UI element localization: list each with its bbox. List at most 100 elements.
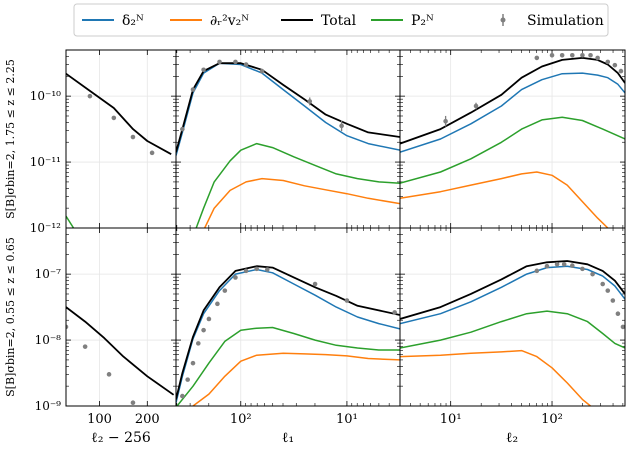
sim-point [610,298,616,303]
legend-frame [73,3,609,37]
panel-frame [399,227,626,407]
sim-point [215,301,220,307]
legend-label-deriv: ∂ᵣ²v₂ᴺ [210,13,249,29]
sim-point [544,263,550,269]
sim-point [190,87,196,92]
sim-point [180,126,185,132]
y-tick-label: 10⁻⁹ [35,399,62,413]
sim-point [206,316,212,322]
panel-r0c0: 10⁻¹² 10⁻¹¹ 10⁻¹⁰ [30,49,177,235]
y-tick-label: 10⁻⁷ [35,267,62,281]
sim-point [339,123,344,129]
series-r1c0 [66,306,175,412]
x-axis-label-2: ℓ₂ [506,430,518,446]
line-total [66,306,175,396]
panel-frame [175,49,401,229]
line-total [176,265,400,400]
line-delta [176,62,400,156]
y-tick-label: 10⁻¹¹ [30,155,61,169]
line-deriv [204,177,400,228]
sim-point [554,261,560,267]
panel-frame [399,49,626,229]
x-tick-label: 100 [87,412,112,427]
sim-point [605,288,611,293]
sim-point [217,59,222,65]
sim-point [344,298,350,303]
panel-frame [65,49,177,229]
sim-point [549,52,555,58]
sim-point [615,311,621,317]
sim-point [392,310,397,315]
sim-point [130,134,136,140]
sim-point [201,67,206,73]
sim-point [185,377,190,382]
x-tick-label: 10² [541,412,563,427]
y-tick-label: 10⁻⁸ [35,333,62,347]
x-tick-label: 10¹ [440,412,462,427]
sim-point [233,59,238,65]
panel-r1c2: 10¹ 10² [399,227,626,427]
panel-r1c0: 100 200 10⁻⁹ 10⁻⁸ 10⁻⁷ [35,227,177,427]
sim-point [443,118,448,124]
legend: δ₂ᴺ ∂ᵣ²v₂ᴺ Total P₂ᴺ Simulation [73,3,609,37]
legend-label-sim: Simulation [527,13,604,29]
sim-point [180,393,185,399]
x-tick-label: 200 [135,412,160,427]
x-axis-label-0: ℓ₂ − 256 [91,430,151,446]
legend-label-delta: δ₂ᴺ [122,13,144,29]
sim-point [307,99,313,104]
sim-point [264,267,270,272]
line-total [400,57,625,145]
x-tick-label: 10² [230,412,252,427]
sim-point [66,324,69,330]
legend-label-p2: P₂ᴺ [411,13,434,29]
line-total [176,62,400,153]
sim-point [259,68,265,74]
panel-r0c1 [175,49,401,229]
sim-point [87,93,93,99]
panel-frame [65,227,177,407]
sim-point [473,103,479,109]
y-axis-label-0: S[B]σbin=2, 1.75 ≤ z ≤ 2.25 [4,59,17,219]
sim-point [152,407,157,412]
x-tick-label: 10¹ [336,412,358,427]
series-r0c0 [66,72,172,228]
sim-point [111,115,117,121]
sim-point [82,344,88,349]
sim-point [130,400,136,406]
sim-point [534,55,540,61]
sim-point [561,261,567,267]
sim-point [190,360,196,366]
x-axis-label-1: ℓ₁ [282,430,294,446]
panel-r1c1: 10² 10¹ [175,227,401,427]
series-r0c2 [400,52,625,228]
panel-r0c2 [399,49,626,229]
line-total [400,260,625,320]
line-delta [176,268,400,403]
sim-point [106,372,112,377]
sim-point [233,275,238,280]
line-deriv [400,171,609,228]
sim-point [149,150,155,156]
line-deriv [192,352,400,406]
legend-marker-sim [500,17,506,23]
line-p2 [400,116,625,184]
line-total [66,72,172,155]
sim-point [254,266,259,272]
sim-point [243,62,249,67]
sim-point [612,62,618,68]
axis-labels: ℓ₂ − 256 ℓ₁ ℓ₂ S[B]σbin=2, 1.75 ≤ z ≤ 2.25 S… [4,59,518,446]
series-r1c1 [176,265,400,406]
sim-point [195,341,201,346]
series-r0c1 [176,59,400,228]
y-axis-label-1: S[B]σbin=2, 0.55 ≤ z ≤ 0.65 [4,237,17,397]
sim-point [618,68,624,74]
y-tick-label: 10⁻¹⁰ [30,89,61,103]
sim-point [605,59,611,65]
sim-point [588,52,593,58]
sim-point [222,288,228,293]
legend-label-total: Total [321,13,357,29]
sim-point [590,271,595,277]
sim-point [534,268,540,274]
